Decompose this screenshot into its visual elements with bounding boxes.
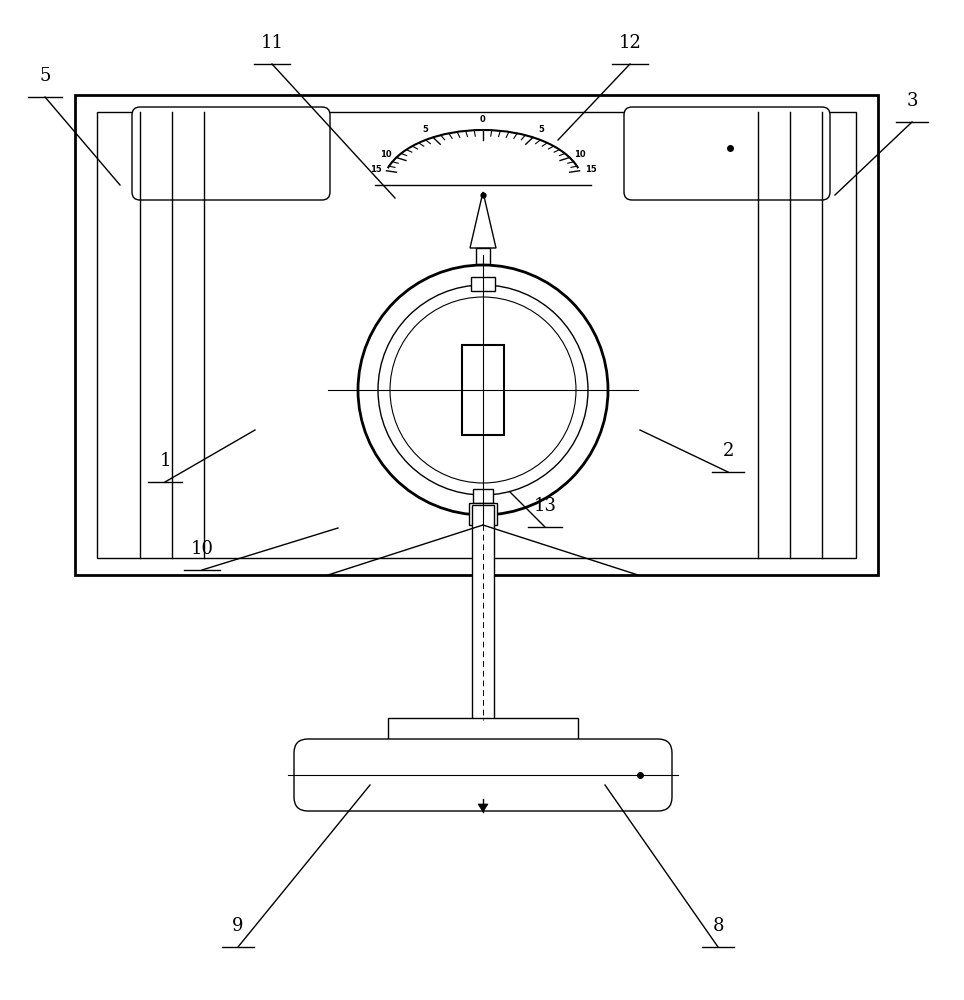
Text: 10: 10: [191, 540, 213, 558]
Text: 9: 9: [232, 917, 244, 935]
Text: 11: 11: [260, 34, 283, 52]
Polygon shape: [470, 192, 496, 248]
Bar: [473, 506, 493, 522]
Bar: [462, 345, 504, 435]
Bar: [75, 95, 878, 575]
Bar: [472, 505, 494, 720]
Text: 1: 1: [159, 452, 171, 470]
Text: 13: 13: [533, 497, 556, 515]
Text: 15: 15: [369, 165, 382, 174]
Bar: [469, 503, 497, 525]
Circle shape: [378, 285, 588, 495]
Text: 5: 5: [40, 67, 51, 85]
Text: 8: 8: [712, 917, 724, 935]
Text: 5: 5: [422, 125, 428, 134]
Polygon shape: [478, 804, 488, 812]
Text: 15: 15: [584, 165, 597, 174]
Text: 10: 10: [575, 150, 586, 159]
Text: 12: 12: [619, 34, 641, 52]
Bar: [97, 112, 856, 558]
Text: 5: 5: [538, 125, 544, 134]
Bar: [473, 489, 493, 503]
Bar: [476, 248, 490, 275]
Bar: [388, 718, 578, 748]
Bar: [471, 277, 495, 291]
Circle shape: [358, 265, 608, 515]
FancyBboxPatch shape: [294, 739, 672, 811]
Text: 0: 0: [480, 114, 486, 123]
Text: 3: 3: [906, 92, 918, 110]
Text: 10: 10: [380, 150, 391, 159]
FancyBboxPatch shape: [132, 107, 330, 200]
FancyBboxPatch shape: [624, 107, 830, 200]
Text: 2: 2: [722, 442, 734, 460]
